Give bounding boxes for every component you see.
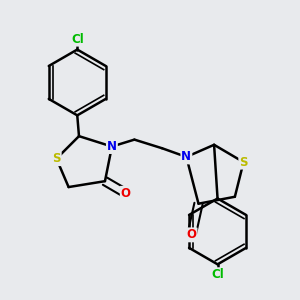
Text: N: N [182,150,191,164]
Text: N: N [107,140,117,153]
Text: S: S [239,156,248,169]
Text: O: O [187,228,196,242]
Text: Cl: Cl [71,33,84,46]
Text: Cl: Cl [211,268,224,281]
Text: O: O [121,187,131,200]
Text: S: S [52,152,61,165]
